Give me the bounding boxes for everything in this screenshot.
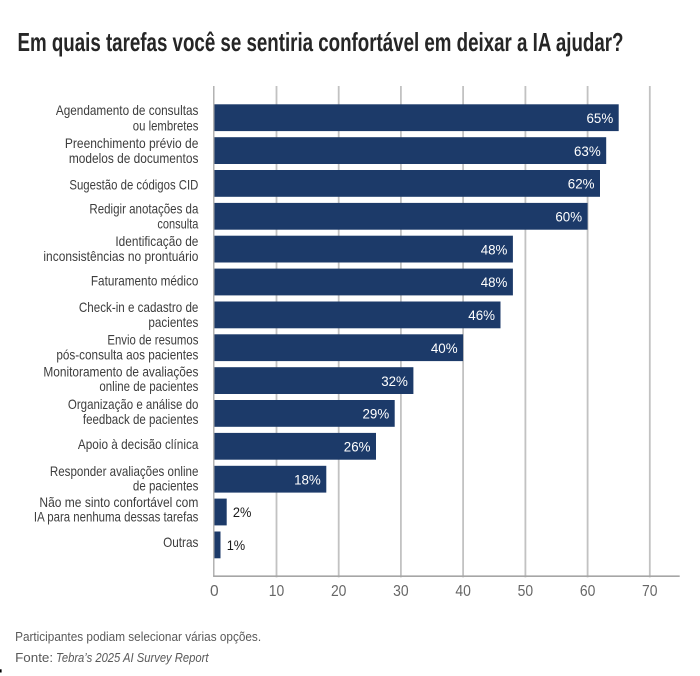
svg-text:ou lembretes: ou lembretes	[133, 117, 199, 133]
svg-text:Redigir anotações da: Redigir anotações da	[89, 201, 198, 217]
svg-text:48%: 48%	[481, 241, 508, 257]
svg-text:60%: 60%	[555, 209, 582, 225]
svg-text:Identificação de: Identificação de	[115, 233, 198, 249]
svg-text:29%: 29%	[363, 406, 390, 422]
svg-text:consulta: consulta	[157, 216, 198, 232]
svg-text:30: 30	[393, 583, 409, 600]
svg-text:Responder avaliações online: Responder avaliações online	[50, 463, 199, 479]
svg-text:26%: 26%	[344, 439, 371, 455]
svg-text:65%: 65%	[587, 110, 614, 126]
svg-text:Preenchimento prévio de: Preenchimento prévio de	[65, 135, 199, 151]
svg-text:modelos de documentos: modelos de documentos	[69, 150, 199, 166]
svg-text:48%: 48%	[481, 274, 508, 290]
svg-text:Sugestão de códigos CID: Sugestão de códigos CID	[69, 177, 198, 193]
svg-text:1%: 1%	[227, 537, 246, 553]
svg-text:Fonte:: Fonte:	[15, 650, 53, 665]
svg-text:10: 10	[269, 583, 285, 600]
svg-text:pacientes: pacientes	[148, 314, 198, 330]
svg-text:20: 20	[331, 583, 347, 600]
svg-text:Agendamento de consultas: Agendamento de consultas	[56, 102, 199, 118]
svg-text:50: 50	[518, 583, 534, 600]
svg-text:Organização e análise do: Organização e análise do	[68, 396, 199, 412]
svg-text:IA para nenhuma dessas tarefas: IA para nenhuma dessas tarefas	[34, 509, 199, 525]
svg-text:70: 70	[642, 583, 658, 600]
svg-text:40%: 40%	[431, 340, 458, 356]
svg-text:Não me sinto confortável com: Não me sinto confortável com	[39, 494, 198, 510]
svg-text:60: 60	[580, 583, 596, 600]
svg-text:Monitoramento de avaliações: Monitoramento de avaliações	[43, 364, 198, 380]
svg-text:32%: 32%	[381, 373, 408, 389]
svg-text:inconsistências no prontuário: inconsistências no prontuário	[43, 248, 198, 264]
svg-text:Apoio à decisão clínica: Apoio à decisão clínica	[78, 436, 199, 452]
svg-text:0: 0	[210, 583, 219, 600]
svg-text:46%: 46%	[468, 307, 495, 323]
svg-text:de pacientes: de pacientes	[133, 478, 199, 494]
svg-text:Tebra’s 2025 AI Survey Report: Tebra’s 2025 AI Survey Report	[56, 650, 210, 665]
svg-text:18%: 18%	[294, 471, 321, 487]
svg-text:Em quais tarefas você se senti: Em quais tarefas você se sentiria confor…	[18, 27, 624, 57]
svg-text:Envio de resumos: Envio de resumos	[107, 332, 198, 348]
svg-text:Faturamento médico: Faturamento médico	[91, 272, 199, 288]
svg-text:2%: 2%	[233, 504, 252, 520]
svg-text:40: 40	[455, 583, 471, 600]
svg-text:63%: 63%	[574, 143, 601, 159]
svg-text:Outras: Outras	[163, 534, 198, 550]
svg-text:Participantes podiam seleciona: Participantes podiam selecionar várias o…	[15, 629, 261, 644]
svg-text:pós-consulta aos pacientes: pós-consulta aos pacientes	[56, 347, 198, 363]
svg-text:Check-in e cadastro de: Check-in e cadastro de	[79, 299, 199, 315]
svg-text:feedback de pacientes: feedback de pacientes	[83, 411, 199, 427]
svg-text:62%: 62%	[568, 176, 595, 192]
svg-text:online de pacientes: online de pacientes	[99, 378, 198, 394]
